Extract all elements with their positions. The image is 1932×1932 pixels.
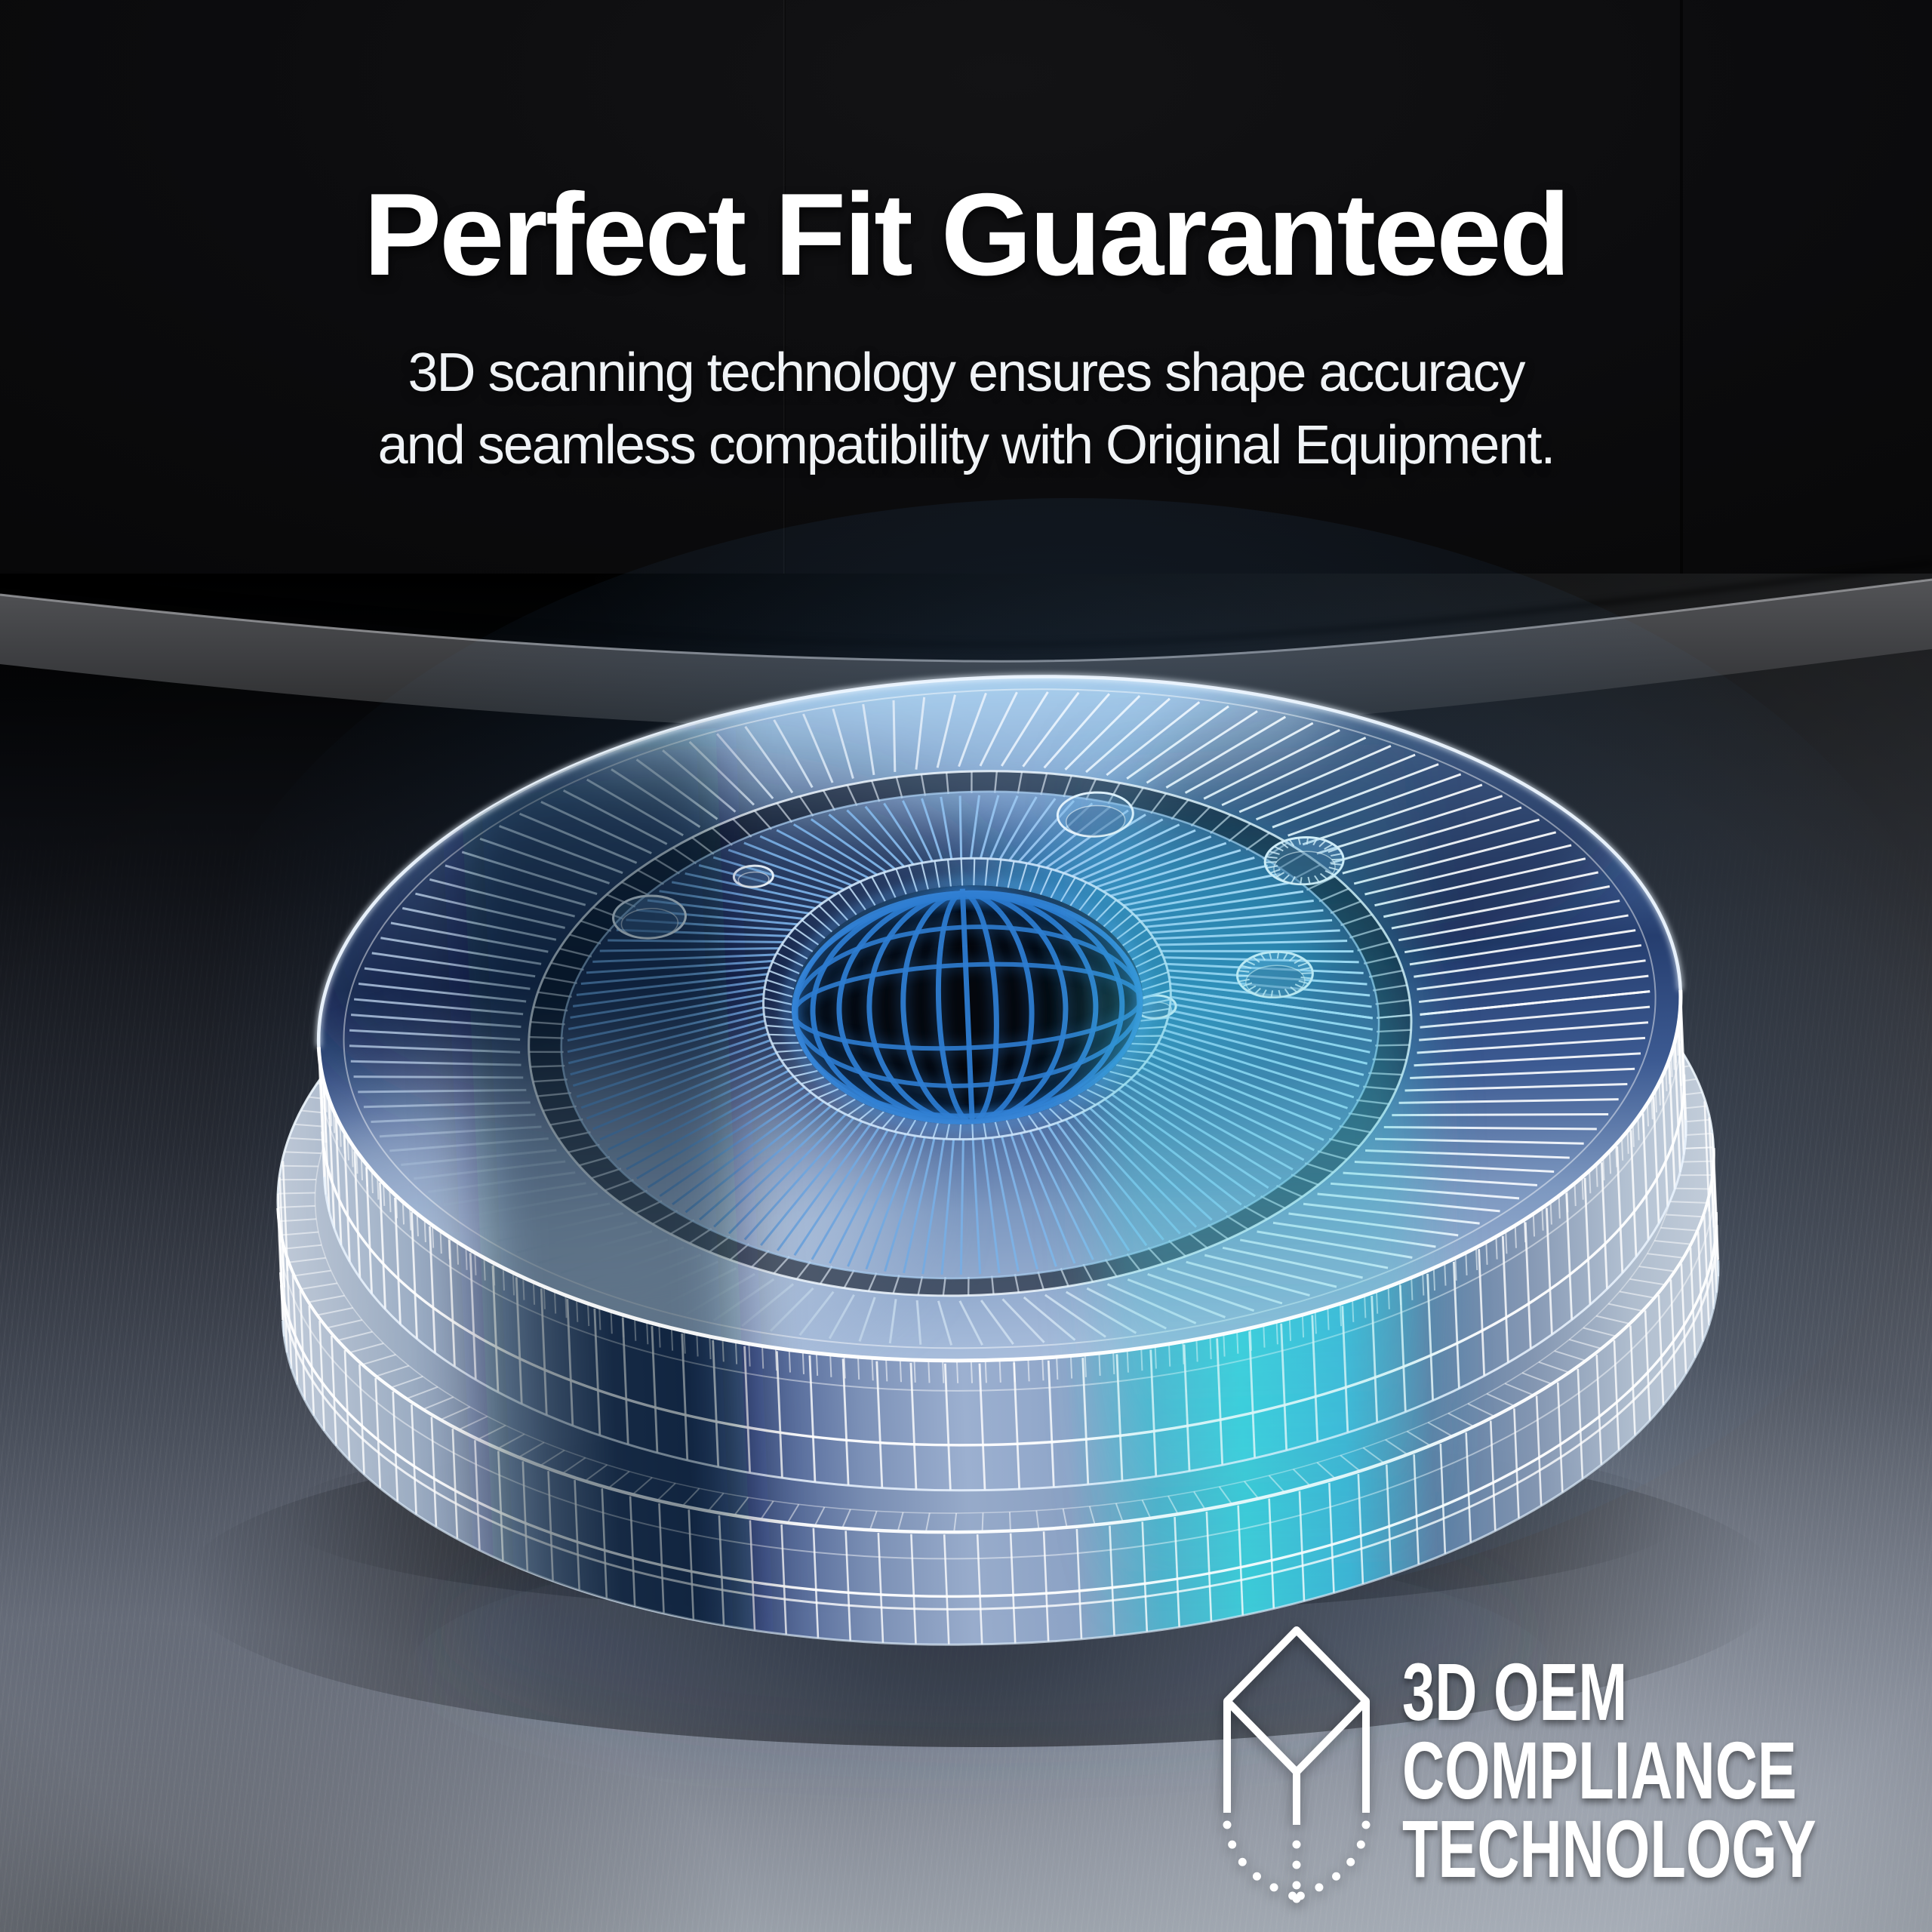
balance-hole [732,864,774,888]
subtitle: 3D scanning technology ensures shape acc… [0,337,1932,481]
compliance-badge: 3D OEM COMPLIANCE TECHNOLOGY [1217,1623,1932,1921]
badge-line-3: TECHNOLOGY [1402,1803,1817,1894]
subtitle-line-1: 3D scanning technology ensures shape acc… [408,343,1526,403]
wall-panel-seam-right [1680,0,1683,589]
badge-line-1: 3D OEM [1402,1646,1628,1737]
wireframe-cube-icon [1223,1626,1371,1903]
wall-panel-seam-left [783,0,786,604]
subtitle-line-2: and seamless compatibility with Original… [377,415,1556,475]
page-title: Perfect Fit Guaranteed [363,169,1571,300]
badge-text: 3D OEM COMPLIANCE TECHNOLOGY [1402,1623,1932,1894]
badge-line-2: COMPLIANCE [1402,1724,1797,1816]
